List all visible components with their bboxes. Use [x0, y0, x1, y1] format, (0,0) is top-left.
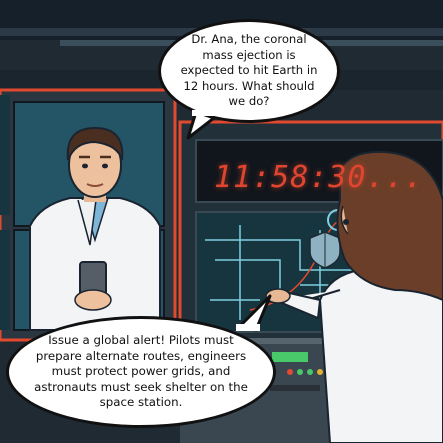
speech-bubble-question: Dr. Ana, the coronal mass ejection is ex… — [158, 19, 340, 123]
speech-bubble-answer-text: Issue a global alert! Pilots must prepar… — [34, 333, 248, 410]
countdown-display: 11:58:30... — [214, 160, 424, 195]
female-scientist — [265, 150, 443, 443]
speech-bubble-answer: Issue a global alert! Pilots must prepar… — [6, 316, 276, 428]
shield-icon — [309, 231, 341, 269]
male-scientist — [29, 126, 161, 331]
speech-bubble-question-text: Dr. Ana, the coronal mass ejection is ex… — [180, 32, 318, 109]
